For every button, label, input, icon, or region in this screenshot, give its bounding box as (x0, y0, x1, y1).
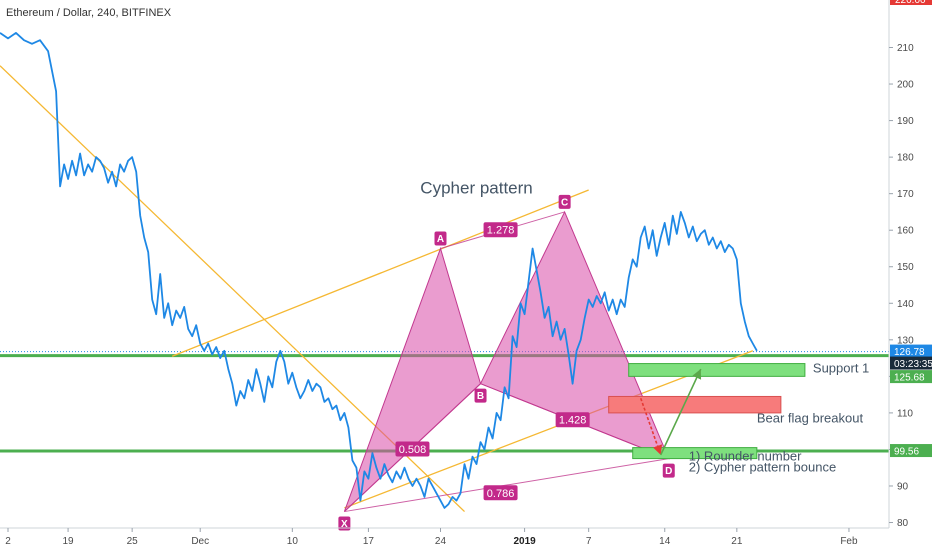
y-tick-label: 130 (897, 335, 914, 346)
y-tick-label: 180 (897, 153, 914, 164)
price-tag-box (890, 444, 932, 458)
x-tick-label: 2 (5, 536, 11, 547)
price-tag-box (890, 344, 932, 358)
x-tick-label: Dec (191, 536, 209, 547)
ratio-label: 1.278 (487, 225, 515, 237)
ratio-label-box (483, 222, 518, 238)
annotation-text: 1) Rounder number (689, 448, 802, 463)
red-arrow (639, 398, 663, 456)
green-arrow (660, 368, 702, 456)
pattern-point-box (558, 194, 571, 209)
y-tick-label: 210 (897, 43, 914, 54)
x-tick-label: Feb (840, 536, 858, 547)
y-tick-label: 160 (897, 226, 914, 237)
x-tick-label: 14 (659, 536, 671, 547)
pattern-point-box (474, 388, 487, 403)
x-tick-label: 7 (586, 536, 592, 547)
x-axis-ticks: 2 19 25 Dec 10 17 24 2019 7 14 21 Feb (5, 528, 858, 547)
x-tick-label: 17 (363, 536, 375, 547)
pattern-point-label: B (477, 391, 484, 402)
pattern-point-label: X (341, 519, 348, 530)
y-tick-label: 90 (897, 481, 909, 492)
x-tick-label: 25 (127, 536, 139, 547)
pattern-point-box (338, 516, 351, 531)
x-tick-label: 19 (63, 536, 75, 547)
zones (608, 363, 806, 460)
ratio-label-box (395, 441, 430, 457)
ratio-label: 0.786 (487, 488, 515, 500)
price-tag-label: 126.78 (894, 347, 925, 358)
y-tick-top-label: 220.00 (895, 0, 926, 6)
y-tick-label: 110 (897, 408, 913, 419)
price-tag-label: 125.68 (894, 373, 925, 384)
pattern-title: Cypher pattern (420, 179, 532, 198)
green-zone (628, 363, 806, 377)
price-series (0, 32, 758, 509)
y-tick-label: 140 (897, 299, 914, 310)
top-price-tag (890, 0, 932, 5)
ratio-label: 0.508 (399, 444, 427, 456)
pattern-labels: X A B C D 1.278 0.508 1.428 0.786 (338, 194, 675, 531)
red-zone (608, 395, 782, 414)
ratio-label-box (483, 485, 518, 501)
pattern-point-label: C (561, 197, 568, 208)
y-tick-label: 190 (897, 116, 914, 127)
trend-line (344, 350, 754, 509)
y-axis-ticks: 8090100110120130140150160170180190200210… (889, 0, 932, 529)
y-tick-label: 200 (897, 80, 914, 91)
pattern-point-label: D (665, 466, 672, 477)
chart-title: Ethereum / Dollar, 240, BITFINEX (6, 7, 172, 19)
pattern-point-box (434, 231, 447, 246)
annotation-text: Support 1 (813, 361, 869, 376)
ratio-line-xd (344, 458, 669, 513)
green-zone (632, 447, 758, 460)
price-line (0, 32, 758, 509)
axes (0, 0, 890, 529)
price-tag-label: 03:23:35 (894, 359, 932, 370)
pattern-point-label: A (437, 234, 444, 245)
price-tag-box (890, 370, 932, 384)
ratio-label: 1.428 (559, 415, 587, 427)
annotation-text: 2) Cypher pattern bounce (689, 459, 836, 474)
x-tick-label: 10 (287, 536, 299, 547)
y-tick-label: 150 (897, 262, 914, 273)
price-tag-label: 99.56 (894, 447, 919, 458)
annotations: Cypher pattern Support 1 Bear flag breakou… (420, 179, 869, 475)
arrows (639, 368, 702, 456)
y-tick-label: 80 (897, 518, 909, 529)
pattern-point-box (662, 463, 675, 478)
ratio-label-box (555, 412, 590, 428)
annotation-text: Bear flag breakout (757, 411, 864, 426)
x-tick-label: 21 (731, 536, 743, 547)
trend-line (171, 189, 589, 357)
price-tag-box (890, 356, 932, 370)
y-tick-label: 170 (897, 189, 914, 200)
x-tick-label: 24 (435, 536, 447, 547)
x-tick-label: 2019 (513, 536, 536, 547)
